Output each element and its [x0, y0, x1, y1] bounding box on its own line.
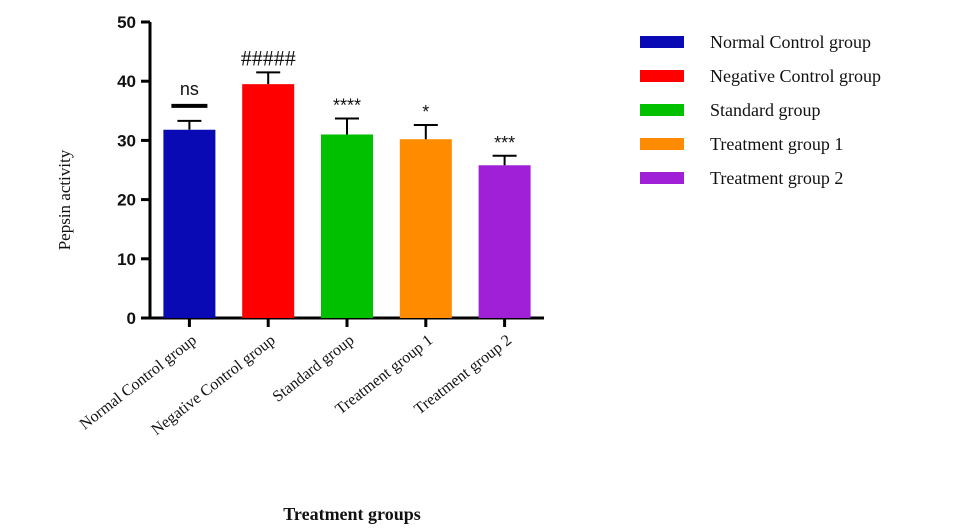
- legend-label: Treatment group 1: [710, 134, 843, 154]
- y-tick-label: 0: [127, 309, 136, 328]
- legend-label: Normal Control group: [710, 32, 871, 52]
- bar: [478, 165, 531, 318]
- significance-label: ***: [494, 133, 515, 153]
- x-axis-title: Treatment groups: [283, 504, 421, 524]
- legend-swatch: [640, 104, 684, 116]
- y-tick-label: 40: [117, 72, 136, 91]
- significance-label: ****: [333, 95, 361, 115]
- legend-swatch: [640, 172, 684, 184]
- legend-swatch: [640, 70, 684, 82]
- y-tick-label: 50: [117, 13, 136, 32]
- significance-label: ns: [180, 79, 199, 99]
- legend-label: Negative Control group: [710, 66, 881, 86]
- bars: ns#####**** ****: [163, 45, 531, 318]
- y-axis: 0 10 20 30 40 50: [117, 13, 152, 328]
- legend-swatch: [640, 138, 684, 150]
- bar: [321, 134, 373, 318]
- y-axis-title: Pepsin activity: [55, 149, 74, 250]
- significance-label: *: [422, 102, 429, 122]
- y-tick-label: 30: [117, 131, 136, 150]
- y-tick-label: 20: [117, 191, 136, 210]
- legend-swatch: [640, 36, 684, 48]
- legend-label: Treatment group 2: [710, 168, 843, 188]
- bar: [242, 84, 295, 318]
- legend: Normal Control group Negative Control gro…: [640, 32, 881, 188]
- bar: [163, 129, 216, 318]
- bar: [399, 139, 452, 318]
- legend-label: Standard group: [710, 100, 820, 120]
- significance-label: #####: [241, 45, 296, 70]
- y-tick-label: 10: [117, 250, 136, 269]
